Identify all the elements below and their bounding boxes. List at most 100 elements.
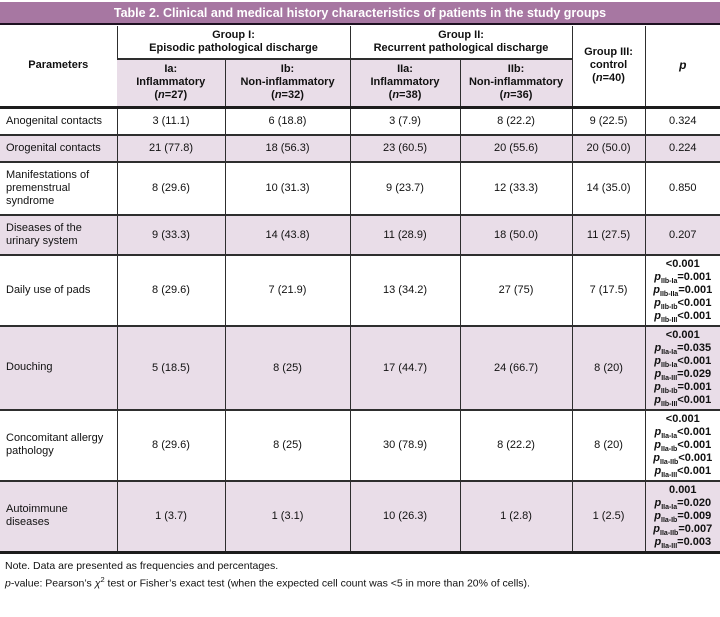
p-value-line: 0.324 [669,115,697,127]
p-value-line: pIIb-III<0.001 [654,393,712,408]
value-cell: 27 (75) [459,254,573,326]
value-cell: 11 (28.9) [349,214,461,255]
table-row: Manifestations of premenstrual syndrome 8… [0,161,720,215]
value-cell: 8 (25) [224,325,351,410]
value-cell: 8 (20) [571,409,646,481]
value-cell: 21 (77.8) [116,134,225,162]
value-cell: 30 (78.9) [349,409,461,481]
parameter-cell: Diseases of the urinary system [0,214,117,255]
table-row: Orogenital contacts 21 (77.8) 18 (56.3) 23 … [0,134,720,162]
parameter-cell: Douching [0,325,117,410]
p-value-line: pIIa-Ia=0.035 [654,341,712,356]
value-cell: 23 (60.5) [349,134,461,162]
parameter-cell: Anogenital contacts [6,114,103,127]
table-row: Concomitant allergy pathology 8 (29.6) 8 (… [0,409,720,481]
parameter-cell: Concomitant allergy pathology [6,432,104,457]
value-cell: 14 (35.0) [571,161,646,215]
value-cell: 18 (56.3) [224,134,351,162]
p-value-cell: <0.001 pIIa-Ia=0.035 pIIb-Ia<0.001 pIIa-III… [644,325,720,410]
p-value-line: pIIb-Ib<0.001 [654,296,712,311]
value-cell: 8 (29.6) [116,254,225,326]
value-cell: 8 (29.6) [116,409,225,481]
p-value-line: pIIa-Ib=0.009 [654,509,712,524]
table-row: Anogenital contacts 3 (11.1) 6 (18.8) 3 (7.… [0,107,720,135]
group1-label: Group I: [212,29,255,41]
p-value-line: 0.001 [669,483,697,496]
value-cell: 18 (50.0) [459,214,573,255]
parameter-cell: Orogenital contacts [0,134,117,162]
table-figure: Table 2. Clinical and medical history ch… [0,2,720,590]
p-value-line: pIIa-III=0.003 [654,535,712,550]
value-cell: 12 (33.3) [459,161,573,215]
table-row: Autoimmune diseases 1 (3.7) 1 (3.1) 10 (26.… [0,480,720,552]
header-group-row: Parameters Group I: Episodic pathologica… [0,26,720,107]
value-cell: 8 (29.6) [116,161,225,215]
p-value-line: pIIa-IIb<0.001 [653,451,713,466]
value-cell: 1 (2.8) [459,480,573,552]
footnotes: Note. Data are presented as frequencies … [0,554,720,591]
value-cell: 10 (26.3) [349,480,461,552]
value-cell: 9 (33.3) [116,214,225,255]
header-subgroup-iia: IIa: Inflammatory (n=38) [349,59,461,107]
table-row: Douching 5 (18.5) 8 (25) 17 (44.7) 24 (66.7)… [0,325,720,410]
value-cell: 8 (25) [224,409,351,481]
p-value-line: <0.001 [665,257,700,270]
value-cell: 10 (31.3) [224,161,351,215]
value-cell: 9 (22.5) [571,107,646,135]
value-cell: 7 (17.5) [571,254,646,326]
value-cell: 24 (66.7) [459,325,573,410]
p-value-cell: 0.850 [644,161,720,215]
value-cell: 9 (23.7) [349,161,461,215]
footnote-pvalue: p-value: Pearson’s χ2 test or Fisher’s e… [5,574,530,590]
p-value-cell: 0.324 [644,107,720,135]
p-label: p [679,57,687,72]
value-cell: 3 (11.1) [116,107,225,135]
value-cell: 1 (3.1) [224,480,351,552]
p-value-cell: <0.001 pIIa-Ia<0.001 pIIa-Ib<0.001 pIIa-IIb… [644,409,720,481]
value-cell: 7 (21.9) [224,254,351,326]
table-header: Parameters Group I: Episodic pathologica… [0,26,720,107]
header-group-1: Group I: Episodic pathological discharge [116,26,351,60]
p-value-line: pIIa-IIb=0.007 [653,522,713,537]
table-title: Table 2. Clinical and medical history ch… [0,2,720,25]
p-value-line: pIIb-Ia=0.001 [654,270,712,285]
value-cell: 8 (22.2) [459,409,573,481]
table-row: Diseases of the urinary system 9 (33.3) 14… [0,214,720,255]
p-value-line: <0.001 [665,412,700,425]
header-group-2: Group II: Recurrent pathological dischar… [349,26,573,60]
p-value-cell: <0.001 pIIb-Ia=0.001 pIIb-IIa=0.001 pIIb-Ib… [644,254,720,326]
characteristics-table: Parameters Group I: Episodic pathologica… [0,26,720,554]
value-cell: 6 (18.8) [224,107,351,135]
value-cell: 3 (7.9) [349,107,461,135]
group2-subtitle: Recurrent pathological discharge [373,42,549,54]
p-value-cell: 0.224 [644,134,720,162]
header-subgroup-ia: Ia: Inflammatory (n=27) [117,59,225,107]
p-value-line: pIIb-Ib=0.001 [654,380,712,395]
header-group-3: Group III: control (n=40) [571,26,646,107]
value-cell: 5 (18.5) [116,325,225,410]
p-value-line: pIIa-Ia=0.020 [654,496,712,511]
value-cell: 1 (3.7) [116,480,225,552]
value-cell: 1 (2.5) [571,480,646,552]
value-cell: 8 (20) [571,325,646,410]
p-value-line: pIIa-III=0.029 [654,367,712,382]
p-value-cell: 0.207 [644,214,720,255]
value-cell: 11 (27.5) [571,214,646,255]
p-value-line: pIIb-Ia<0.001 [654,354,712,369]
p-value-line: pIIa-Ia<0.001 [654,425,712,440]
group3-n: (n=40) [592,72,625,85]
table-row: Daily use of pads 8 (29.6) 7 (21.9) 13 (34.… [0,254,720,326]
header-p-column: p [644,26,720,107]
value-cell: 8 (22.2) [459,107,573,135]
group3-subtitle: control [589,59,628,72]
p-value-line: pIIa-III<0.001 [654,464,712,479]
p-value-cell: 0.001 pIIa-Ia=0.020 pIIa-Ib=0.009 pIIa-IIb=… [644,480,720,552]
header-subgroup-row: Ia: Inflammatory (n=27) Ib: Non-inflammatory… [0,59,720,107]
value-cell: 17 (44.7) [349,325,461,410]
value-cell: 14 (43.8) [224,214,351,255]
parameter-cell: Autoimmune diseases [0,480,117,552]
header-subgroup-ib: Ib: Non-inflammatory (n=32) [224,59,351,107]
p-value-line: 0.224 [669,142,697,154]
parameter-cell: Manifestations of premenstrual syndrome [6,168,90,207]
footnote-note: Note. Data are presented as frequencies … [5,559,279,572]
